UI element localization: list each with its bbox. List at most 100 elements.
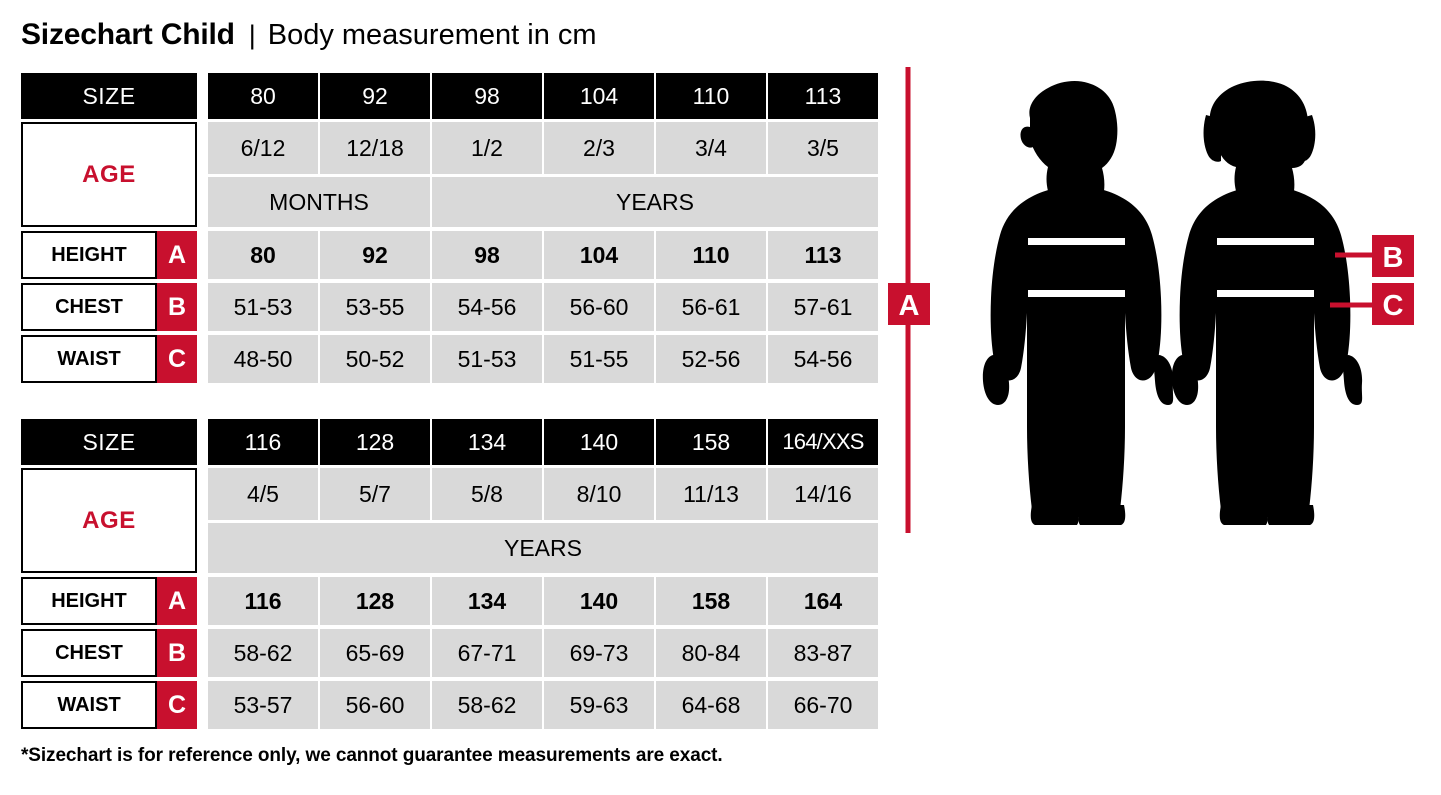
chest-row-label: CHEST B [21,629,197,677]
table-cell: 12/18 [320,122,430,174]
table-cell: 56-61 [656,283,766,331]
table-cell: 51-55 [544,335,654,383]
sizechart-table-1: SIZE 80 92 98 104 110 113 AGE 6/12 12/18 [21,73,878,383]
table-cell: 58-62 [432,681,542,729]
table-cell: 140 [544,419,654,465]
chest-band-boy [1028,238,1125,245]
table-cell: 52-56 [656,335,766,383]
chest-band-girl [1217,238,1314,245]
measurement-diagram: A [880,55,1425,555]
marker-chip-b: B [157,283,197,331]
table-cell: 110 [656,231,766,279]
sizechart-table-2: SIZE 116 128 134 140 158 164/XXS AGE 4/5… [21,419,878,729]
waist-band-girl [1217,290,1314,297]
table-row-size-header: SIZE 116 128 134 140 158 164/XXS [21,419,878,465]
table-cell: 80 [208,231,318,279]
size-header-label: SIZE [21,419,197,465]
table-cell: 1/2 [432,122,542,174]
table-cell: 53-55 [320,283,430,331]
table-cell: 8/10 [544,468,654,520]
table-row-waist: WAIST C 53-57 56-60 58-62 59-63 64-68 66… [21,681,878,729]
table-cell: 48-50 [208,335,318,383]
table-cell: 83-87 [768,629,878,677]
age-unit-row: YEARS [197,523,878,573]
marker-label-c: C [1383,290,1404,322]
age-values-row: 6/12 12/18 1/2 2/3 3/4 3/5 [197,122,878,174]
table-cell: 98 [432,231,542,279]
table-cell: 66-70 [768,681,878,729]
marker-box-c [1372,283,1414,325]
table-cell: 158 [656,577,766,625]
age-unit-cell: YEARS [208,523,878,573]
table-cell: 69-73 [544,629,654,677]
table-cell: 59-63 [544,681,654,729]
table-cell: 57-61 [768,283,878,331]
table-cell: 51-53 [208,283,318,331]
marker-chip-b: B [157,629,197,677]
table-cell: 56-60 [320,681,430,729]
height-row-label: HEIGHT A [21,231,197,279]
table-cell: 3/5 [768,122,878,174]
table-cell: 65-69 [320,629,430,677]
table-cell: 58-62 [208,629,318,677]
table-row-chest: CHEST B 51-53 53-55 54-56 56-60 56-61 57… [21,283,878,331]
table-cell: 5/8 [432,468,542,520]
table-cell: 134 [432,577,542,625]
page-title: Sizechart Child | Body measurement in cm [21,18,597,52]
table-row-height: HEIGHT A 116 128 134 140 158 164 [21,577,878,625]
table-cell: 11/13 [656,468,766,520]
table-cell: 64-68 [656,681,766,729]
marker-chip-c: C [157,335,197,383]
table-cell: 164/XXS [768,419,878,465]
table-cell: 6/12 [208,122,318,174]
table-cell: 110 [656,73,766,119]
table-cell: 104 [544,73,654,119]
table-cell: 5/7 [320,468,430,520]
table-cell: 4/5 [208,468,318,520]
size-header-values: 80 92 98 104 110 113 [208,73,878,119]
marker-label-a: A [899,290,920,322]
size-header-values: 116 128 134 140 158 164/XXS [208,419,878,465]
table-cell: 128 [320,419,430,465]
table-cell: 134 [432,419,542,465]
table-cell: 54-56 [768,335,878,383]
girl-silhouette [1171,80,1363,525]
age-values-row: 4/5 5/7 5/8 8/10 11/13 14/16 [197,468,878,520]
table-cell: 2/3 [544,122,654,174]
table-cell: 158 [656,419,766,465]
marker-chip-a: A [157,231,197,279]
age-values-stack: 6/12 12/18 1/2 2/3 3/4 3/5 MONTHS YEARS [197,122,878,227]
table-cell: 53-57 [208,681,318,729]
table-cell: 98 [432,73,542,119]
waist-row-label: WAIST C [21,335,197,383]
age-row-label: AGE [21,122,197,227]
table-row-height: HEIGHT A 80 92 98 104 110 113 [21,231,878,279]
table-cell: 164 [768,577,878,625]
waist-row-label: WAIST C [21,681,197,729]
table-cell: 113 [768,73,878,119]
marker-chip-c: C [157,681,197,729]
table-cell: 3/4 [656,122,766,174]
height-row-label: HEIGHT A [21,577,197,625]
disclaimer-text: *Sizechart is for reference only, we can… [21,745,723,766]
marker-box-a [888,283,930,325]
table-cell: 104 [544,231,654,279]
table-row-age-group: AGE 4/5 5/7 5/8 8/10 11/13 14/16 YEARS [21,468,878,573]
table-cell: 56-60 [544,283,654,331]
table-cell: 54-56 [432,283,542,331]
table-row-waist: WAIST C 48-50 50-52 51-53 51-55 52-56 54… [21,335,878,383]
table-cell: 140 [544,577,654,625]
table-cell: 116 [208,577,318,625]
table-cell: 128 [320,577,430,625]
age-unit-cell: MONTHS [208,177,430,227]
title-separator: | [248,20,256,50]
marker-chip-a: A [157,577,197,625]
table-cell: 67-71 [432,629,542,677]
waist-band-boy [1028,290,1125,297]
title-main: Sizechart Child [21,18,235,51]
size-header-label: SIZE [21,73,197,119]
table-row-age-group: AGE 6/12 12/18 1/2 2/3 3/4 3/5 MONTHS [21,122,878,227]
table-cell: 80-84 [656,629,766,677]
table-cell: 113 [768,231,878,279]
